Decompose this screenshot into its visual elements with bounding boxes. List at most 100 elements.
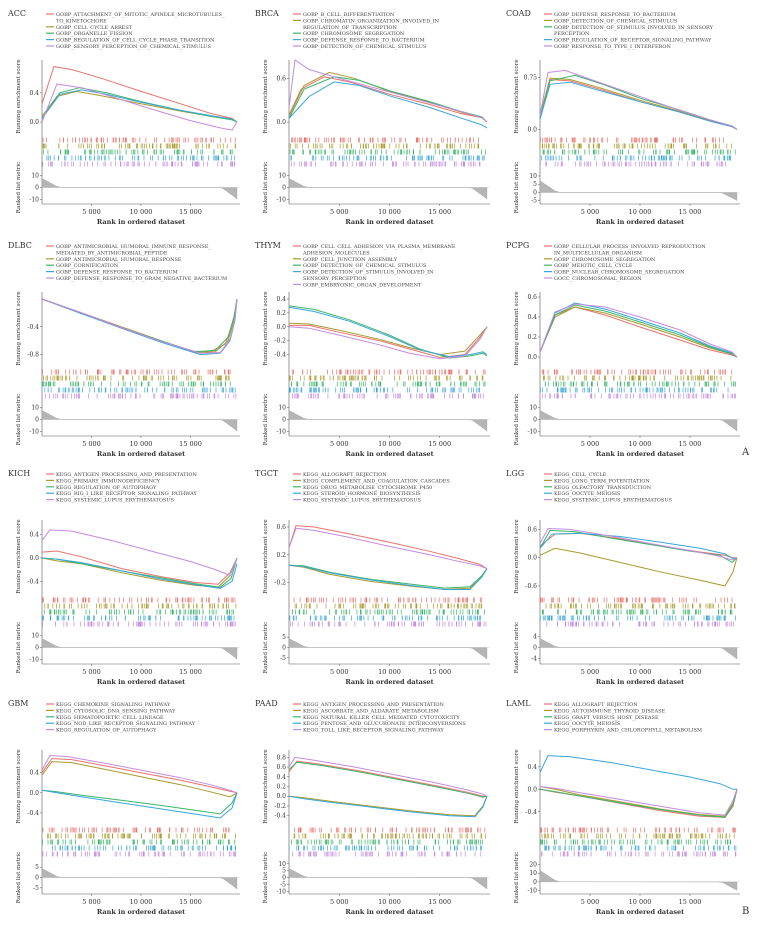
hit-marks [540, 387, 729, 393]
series-line [539, 78, 738, 130]
legend-entry: KEGG_CELL_CYCLE [554, 472, 607, 478]
x-tick-label: 10 000 [130, 440, 153, 448]
hit-marks [291, 609, 485, 615]
metric-tick-label: -10 [29, 428, 39, 435]
series-line [539, 74, 738, 130]
hit-marks [291, 381, 486, 387]
series-line [288, 564, 488, 590]
x-tick-label: 15 000 [679, 898, 702, 906]
hit-marks [42, 381, 231, 387]
panel-title: GBM [8, 699, 28, 708]
series-line [288, 795, 488, 818]
panel-title: COAD [506, 9, 531, 18]
series-line [539, 529, 738, 564]
metric-axis-label: Ranked list metric [263, 622, 269, 673]
x-axis-label: Rank in ordered dataset [97, 218, 185, 226]
legend-entry: GOBP_CELL_CYCLE_ARREST [56, 25, 133, 31]
legend-entry: KEGG_NOD_LIKE_RECEPTOR_SIGNALING_PATHWAY [56, 721, 196, 727]
hit-marks [291, 839, 483, 845]
panel-paad: PAAD KEGG_ANTIGEN_PROCESSING_AND_PRESENTA… [255, 699, 490, 916]
legend-entry: KEGG_CHEMOKINE_SIGNALING_PATHWAY [56, 702, 171, 708]
metric-tick-label: 4 [533, 634, 537, 641]
series-line [41, 83, 238, 131]
panel-title: BRCA [255, 9, 279, 18]
metric-axis-label: Ranked list metric [514, 852, 520, 903]
x-axis-label: Rank in ordered dataset [345, 678, 433, 686]
legend-entry: GOBP_ORGANELLE_FISSION [56, 31, 133, 37]
legend-entry: KEGG_ASCORBATE_AND_ALDARATE_METABOLISM [303, 708, 439, 714]
panel-title: DLBC [8, 241, 32, 250]
x-tick-label: 15 000 [679, 668, 702, 676]
x-axis-label: Rank in ordered dataset [97, 450, 185, 458]
panel-title: PAAD [255, 699, 278, 708]
y-tick-label: -0.4 [274, 813, 286, 820]
x-tick-label: 5 000 [330, 440, 349, 448]
legend-entry: ADHESION_MOLECULES [302, 250, 370, 256]
y-axis-label: Running enrichment score [16, 749, 22, 823]
y-tick-label: -0.2 [274, 338, 286, 345]
legend-entry: KEGG_AUTOIMMUNE_THYROID_DISEASE [554, 708, 666, 714]
series-line [41, 87, 238, 123]
y-tick-label: 0.0 [527, 127, 537, 134]
hit-marks [44, 387, 236, 393]
hit-marks [540, 615, 736, 621]
legend-entry: KEGG_ALLOGRAFT_REJECTION [554, 702, 638, 708]
legend-entry: KEGG_TOLL_LIKE_RECEPTOR_SIGNALING_PATHWA… [303, 728, 444, 734]
series-line [539, 532, 738, 560]
legend-entry: GOBP_DEFENSE_RESPONSE_TO_BACTERIUM [56, 270, 178, 276]
hit-marks [542, 149, 736, 155]
hit-marks [42, 597, 236, 603]
y-axis-label: Running enrichment score [16, 59, 22, 133]
x-tick-label: 5 000 [581, 668, 600, 676]
y-tick-label: 0.0 [527, 786, 537, 793]
y-tick-label: 0.0 [276, 793, 286, 800]
x-axis-label: Rank in ordered dataset [596, 218, 684, 226]
panel-brca: BRCA GOBP_B_CELL_DIFFERENTIATIONGOBP_CHRO… [255, 9, 490, 226]
legend-entry: KEGG_DRUG_METABOLISE_CYTOCHROME_P450 [303, 485, 432, 491]
hit-marks [42, 161, 236, 167]
x-tick-label: 15 000 [428, 898, 451, 906]
hit-marks [289, 615, 481, 621]
metric-tick-label: 0 [282, 185, 286, 192]
metric-tick-label: 0 [35, 645, 39, 652]
x-tick-label: 10 000 [130, 208, 153, 216]
legend: GOBP_DEFENSE_RESPONSE_TO_BACTERIUMGOBP_D… [544, 12, 714, 50]
series-line [288, 756, 488, 797]
y-axis-label: Running enrichment score [514, 291, 520, 365]
metric-tick-label: 10 [529, 870, 537, 877]
y-axis-label: Running enrichment score [514, 519, 520, 593]
y-tick-label: -0.4 [27, 810, 39, 817]
series-line [288, 564, 488, 589]
x-tick-label: 10 000 [378, 898, 401, 906]
hit-marks [290, 161, 481, 167]
y-tick-label: 0.6 [276, 75, 286, 82]
hit-marks [292, 393, 484, 399]
legend-entry: KEGG_ALLOGRAFT_REJECTION [303, 472, 387, 478]
legend-entry: KEGG_PENTOSE_AND_GLUCURONATE_INTERCONVER… [303, 721, 466, 727]
y-tick-label: -0.8 [27, 352, 39, 359]
x-axis-label: Rank in ordered dataset [596, 678, 684, 686]
y-tick-label: 0.2 [527, 334, 537, 341]
y-tick-label: -0.4 [27, 578, 39, 585]
series-line [41, 789, 238, 815]
legend-entry: GOCC_CHROMOSOMAL_REGION [554, 276, 642, 282]
ranked-metric-area [539, 180, 738, 201]
hit-marks [288, 387, 480, 393]
metric-axis-label: Ranked list metric [16, 162, 22, 213]
legend-entry: GOBP_SENSORY_PERCEPTION_OF_CHEMICAL_STIM… [56, 44, 212, 50]
ranked-metric-area [41, 638, 238, 660]
series-line [288, 564, 488, 591]
panel-title: LGG [506, 469, 524, 478]
y-axis-label: Running enrichment score [514, 749, 520, 823]
x-tick-label: 15 000 [179, 668, 202, 676]
metric-tick-label: -10 [29, 196, 39, 203]
y-tick-label: -0.6 [525, 583, 537, 590]
series-line [539, 306, 738, 358]
legend-entry: TO_KINETOCHORE [56, 18, 107, 24]
y-tick-label: 0.0 [276, 119, 286, 126]
hit-marks [540, 597, 733, 603]
metric-tick-label: 0 [282, 875, 286, 882]
x-tick-label: 15 000 [679, 208, 702, 216]
legend: GOBP_CELLULAR_PROCESS_INVOLVED_REPRODUCT… [544, 244, 706, 282]
x-tick-label: 5 000 [581, 208, 600, 216]
